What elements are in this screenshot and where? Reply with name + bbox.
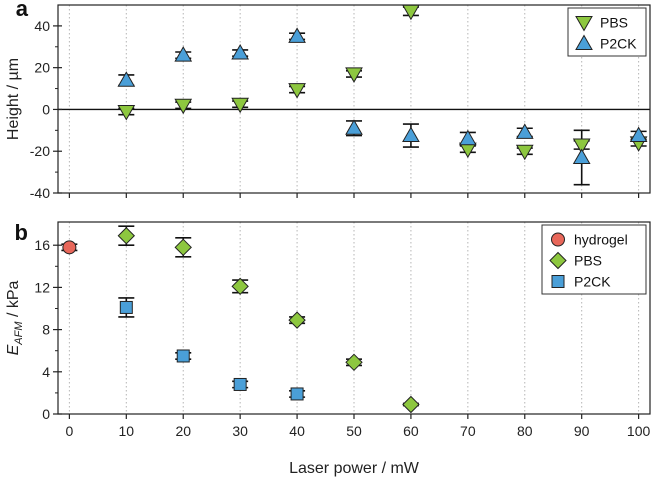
p2ck-point [345,119,363,135]
legend-marker [549,251,567,270]
p2ck-point [572,148,591,164]
legend-label: PBS [600,15,628,31]
panel-letter: b [15,220,28,245]
data-layer [117,5,648,186]
pbs-point [345,353,363,372]
panel-b: 0 4 8 12 16 0 10 20 30 40 50 60 70 80 90 100 b EAFM / kPa… [5,220,651,439]
pbs-point [231,277,249,296]
legend: hydrogel PBS P2CK [541,224,647,295]
p2ck-point [176,349,190,363]
p2ck-point [288,27,306,43]
x-tick-label: 30 [232,423,248,439]
pbs-point [174,98,193,115]
legend-marker [575,34,593,50]
pbs-point [458,142,477,159]
p2ck-point [233,377,247,391]
hydrogel-point [62,240,77,255]
legend-label: PBS [574,253,602,269]
p2ck-point [402,126,420,143]
y-axis-label: EAFM / kPa [5,280,25,355]
data-layer [61,225,420,414]
y-axis-label-unit: / kPa [5,280,22,321]
x-tick-label: 90 [574,423,590,439]
pbs-point [402,395,420,414]
y-tick-label: 0 [42,101,50,117]
legend-marker [575,16,593,32]
pbs-point [174,238,192,257]
x-tick-label: 40 [289,423,305,439]
p2ck-point [174,46,193,62]
y-tick-label: -20 [30,143,50,159]
y-tick-label: 0 [42,406,50,422]
legend-label: P2CK [574,274,611,290]
p2ck-point [515,123,534,139]
x-tick-label: 50 [346,423,362,439]
pbs-point [345,67,363,83]
pbs-point [572,138,591,154]
p2ck-point [290,387,304,401]
x-tick-label: 60 [403,423,419,439]
p2ck-point [119,300,133,314]
x-tick-label: 0 [65,423,73,439]
y-tick-label: 16 [34,237,50,253]
y-tick-label: -40 [30,185,50,201]
legend: PBS P2CK [567,7,647,57]
pbs-point [288,311,306,329]
legend-marker [551,275,565,288]
y-tick-label: 4 [42,364,50,380]
x-tick-label: 100 [627,423,651,439]
p2ck-point [231,44,250,60]
y-axis-label-sub: AFM [13,321,25,346]
p2ck-point [629,126,648,143]
x-tick-label: 20 [175,423,191,439]
pbs-point [288,83,306,99]
panel-a: -40 -20 0 20 40 a Height / µm PBS P2CK [5,0,651,201]
x-tick-label: 70 [460,423,476,439]
pbs-point [117,227,136,245]
y-tick-label: 12 [34,279,50,295]
pbs-point [402,5,420,21]
y-tick-label: 8 [42,322,50,338]
pbs-point [231,97,250,114]
p2ck-point [117,71,136,87]
panel-letter: a [16,0,29,21]
x-tick-label: 80 [517,423,533,439]
legend-label: hydrogel [574,232,628,248]
legend-label: P2CK [600,36,637,52]
x-axis-label: Laser power / mW [289,460,420,477]
y-axis-label-main: E [5,344,22,355]
p2ck-point [458,129,477,146]
y-axis-label: Height / µm [5,58,22,140]
y-tick-label: 20 [34,60,50,76]
x-tick-label: 10 [119,423,135,439]
legend-marker [551,232,565,247]
pbs-point [117,105,136,121]
y-tick-label: 40 [34,18,50,34]
pbs-point [515,144,534,161]
